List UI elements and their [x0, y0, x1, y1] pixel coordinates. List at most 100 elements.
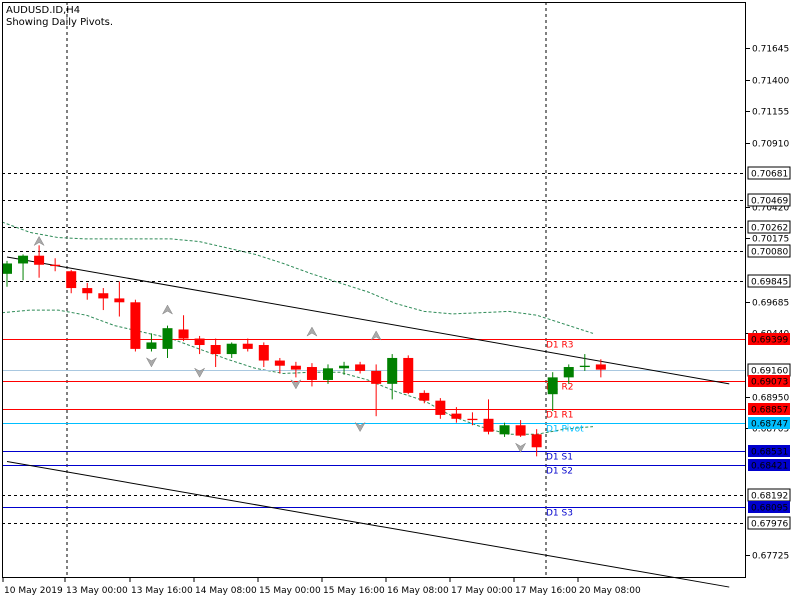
candle[interactable]	[2, 260, 12, 287]
candle-body[interactable]	[451, 413, 462, 419]
candle-body[interactable]	[50, 264, 61, 267]
candle-body[interactable]	[66, 271, 77, 289]
candle[interactable]	[18, 254, 29, 281]
candle[interactable]	[547, 372, 558, 412]
price-axis[interactable]: 0.71645 0.71400 0.71155 0.70910 0.70420 0.701…	[746, 45, 791, 562]
candle-body[interactable]	[403, 357, 414, 393]
candle-body[interactable]	[371, 370, 382, 384]
candle[interactable]	[98, 288, 109, 311]
candle-body[interactable]	[2, 263, 12, 274]
candle[interactable]	[194, 335, 205, 355]
time-axis[interactable]: 10 May 2019 13 May 00:00 13 May 16:00 14 Ma…	[2, 578, 641, 596]
candle-body[interactable]	[435, 400, 446, 415]
candle[interactable]	[371, 364, 382, 417]
candle-body[interactable]	[210, 345, 221, 355]
candle-body[interactable]	[355, 364, 366, 371]
candle[interactable]	[306, 363, 317, 387]
price-tick-label: 0.68950	[752, 394, 789, 404]
candle-body[interactable]	[483, 418, 494, 432]
candles[interactable]	[2, 245, 606, 457]
candle[interactable]	[50, 258, 61, 272]
candle[interactable]	[162, 325, 173, 358]
candle-body[interactable]	[467, 418, 478, 421]
envelope-bands	[1, 221, 594, 435]
candle[interactable]	[323, 364, 333, 384]
candle-body[interactable]	[162, 328, 173, 349]
pivot-level-label: D1 R3	[546, 341, 574, 351]
time-tick-label: 20 May 08:00	[579, 586, 641, 596]
candle[interactable]	[146, 333, 157, 352]
price-tag	[748, 333, 790, 345]
candle[interactable]	[467, 412, 478, 426]
candle-body[interactable]	[323, 368, 333, 380]
candle-body[interactable]	[130, 302, 141, 349]
candle-body[interactable]	[98, 293, 109, 299]
candle[interactable]	[563, 364, 574, 384]
candle[interactable]	[499, 422, 510, 437]
time-tick-label: 16 May 08:00	[387, 586, 449, 596]
candle[interactable]	[66, 269, 77, 294]
candle-body[interactable]	[258, 345, 269, 361]
candle-body[interactable]	[194, 338, 205, 346]
fractal-up-arrow-icon	[306, 326, 318, 337]
candle-body[interactable]	[339, 365, 350, 369]
candle[interactable]	[339, 361, 350, 375]
price-tag	[747, 516, 791, 530]
price-tag-label: 0.69073	[751, 378, 788, 388]
price-tick-label: 0.68705	[752, 425, 789, 435]
candle[interactable]	[274, 357, 285, 374]
candle-body[interactable]	[595, 364, 606, 370]
candle[interactable]	[242, 338, 253, 352]
time-tick-label: 10 May 2019	[4, 586, 63, 596]
candle[interactable]	[515, 420, 526, 437]
candle-body[interactable]	[114, 298, 125, 303]
candle-body[interactable]	[146, 342, 157, 349]
candle[interactable]	[355, 361, 366, 374]
candle[interactable]	[595, 359, 606, 378]
price-tag	[748, 445, 790, 457]
candle-body[interactable]	[579, 365, 590, 368]
candle-body[interactable]	[419, 392, 430, 401]
envelope-lower-line	[1, 309, 594, 435]
candle[interactable]	[387, 354, 398, 400]
candle-body[interactable]	[306, 367, 317, 380]
candle-body[interactable]	[387, 357, 398, 384]
candle[interactable]	[483, 399, 494, 435]
candle[interactable]	[210, 338, 221, 368]
candle[interactable]	[226, 342, 237, 358]
candle-body[interactable]	[242, 343, 253, 349]
candle-body[interactable]	[82, 288, 93, 294]
candle-body[interactable]	[226, 343, 237, 355]
grid	[2, 2, 746, 578]
candle[interactable]	[178, 315, 189, 342]
candle[interactable]	[82, 282, 93, 300]
time-tick-label: 17 May 16:00	[515, 586, 577, 596]
candle[interactable]	[34, 245, 45, 278]
fractal-down-arrow-icon	[514, 442, 527, 453]
candle[interactable]	[114, 281, 125, 317]
candle[interactable]	[531, 429, 542, 457]
time-tick-label: 13 May 00:00	[66, 586, 128, 596]
symbol-label: AUDUSD.ID,H4	[6, 5, 80, 16]
candle-body[interactable]	[531, 434, 542, 448]
candle[interactable]	[451, 407, 462, 423]
candle[interactable]	[435, 398, 446, 419]
candle[interactable]	[403, 355, 414, 395]
candle-body[interactable]	[515, 425, 526, 436]
candle-body[interactable]	[563, 367, 574, 378]
candle[interactable]	[130, 299, 141, 352]
candle-body[interactable]	[547, 377, 558, 395]
candle[interactable]	[579, 354, 590, 371]
price-tag	[748, 459, 790, 471]
candle[interactable]	[290, 361, 301, 378]
candle[interactable]	[419, 390, 430, 404]
candle-body[interactable]	[18, 255, 29, 264]
candle[interactable]	[258, 342, 269, 368]
candle-body[interactable]	[499, 425, 510, 435]
candle-body[interactable]	[178, 329, 189, 339]
candle-body[interactable]	[290, 365, 301, 370]
candle-body[interactable]	[274, 360, 285, 366]
time-tick-label: 15 May 00:00	[259, 586, 321, 596]
candle-body[interactable]	[34, 255, 45, 265]
